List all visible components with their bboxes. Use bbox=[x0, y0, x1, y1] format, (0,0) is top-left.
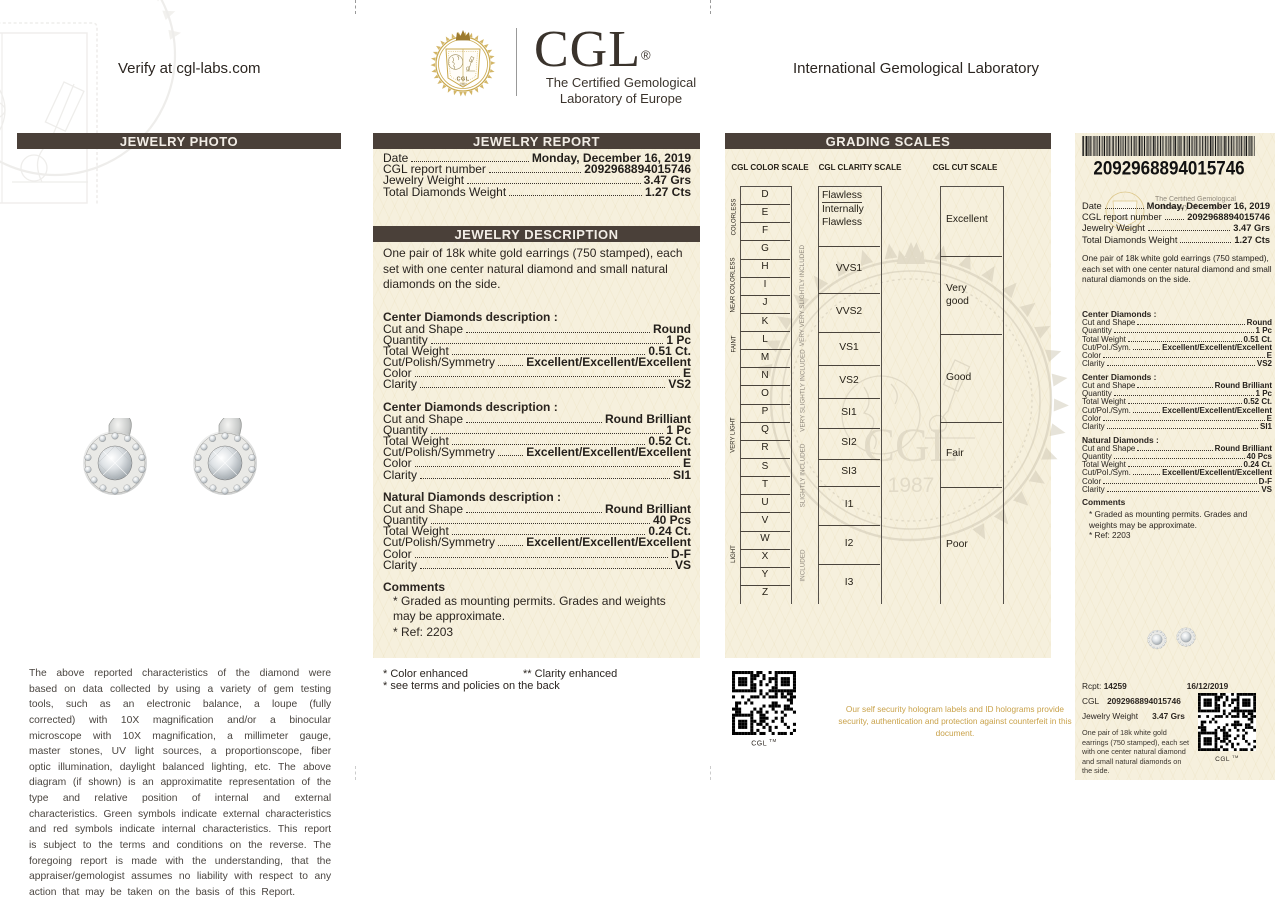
svg-text:1987: 1987 bbox=[459, 83, 467, 87]
svg-text:1987: 1987 bbox=[888, 474, 935, 497]
